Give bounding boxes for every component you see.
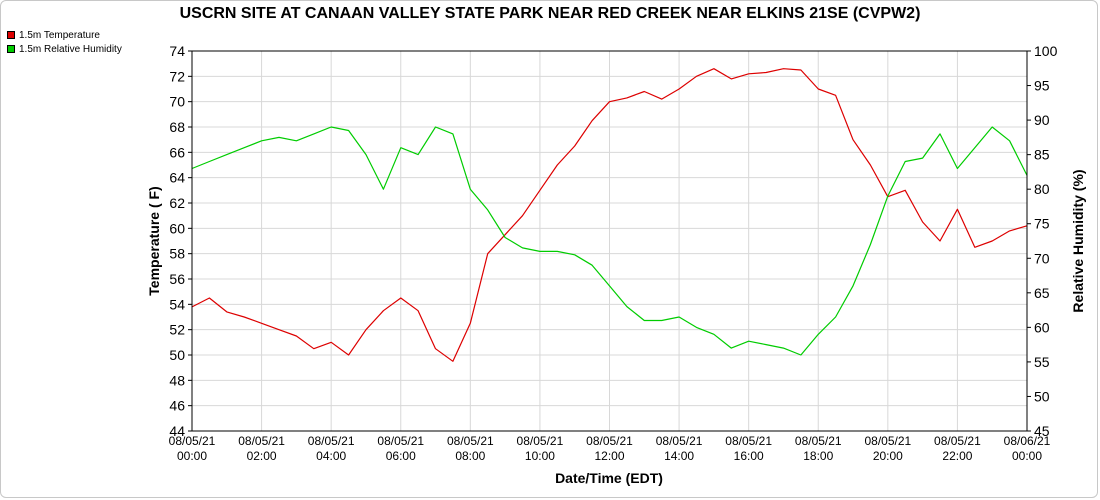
grid-layer [191, 50, 1028, 432]
y-right-tick-label: 45 [1034, 423, 1050, 439]
y-right-tick-label: 85 [1034, 147, 1050, 163]
y-left-tick-label: 46 [169, 398, 185, 414]
x-tick-label: 08/05/21 14:00 [656, 434, 703, 463]
y-left-tick-label: 54 [169, 296, 185, 312]
y-left-tick-label: 68 [169, 119, 185, 135]
y-right-tick-label: 90 [1034, 112, 1050, 128]
legend-swatch-relative-humidity [7, 45, 15, 53]
legend-swatch-temperature [7, 31, 15, 39]
y-left-tick-label: 60 [169, 220, 185, 236]
x-tick-label: 08/05/21 16:00 [725, 434, 772, 463]
y-right-tick-label: 75 [1034, 216, 1050, 232]
y-right-tick-label: 55 [1034, 354, 1050, 370]
y-left-tick-label: 50 [169, 347, 185, 363]
x-tick-label: 08/05/21 00:00 [169, 434, 216, 463]
y-left-tick-layer: 44 46 48 50 52 54 56 58 60 62 64 66 68 70 72 74 [169, 43, 192, 439]
x-axis-label: Date/Time (EDT) [555, 470, 663, 486]
legend-item-temperature: 1.5m Temperature [7, 28, 122, 42]
y-left-tick-label: 70 [169, 94, 185, 110]
x-tick-label: 08/05/21 20:00 [864, 434, 911, 463]
legend-label-relative-humidity: 1.5m Relative Humidity [19, 43, 122, 55]
x-tick-label: 08/05/21 02:00 [238, 434, 285, 463]
y-left-tick-label: 62 [169, 195, 185, 211]
y-right-tick-label: 70 [1034, 250, 1050, 266]
chart-title: USCRN SITE AT CANAAN VALLEY STATE PARK N… [179, 5, 921, 22]
series-layer [191, 68, 1028, 362]
y-left-tick-label: 48 [169, 372, 185, 388]
series-line-relative-humidity [191, 126, 1028, 356]
x-tick-label: 08/05/21 18:00 [795, 434, 842, 463]
y-right-tick-label: 65 [1034, 285, 1050, 301]
x-tick-label: 08/05/21 22:00 [934, 434, 981, 463]
y-left-tick-label: 52 [169, 322, 185, 338]
x-tick-label: 08/05/21 10:00 [517, 434, 564, 463]
x-tick-label: 08/05/21 06:00 [377, 434, 424, 463]
legend-label-temperature: 1.5m Temperature [19, 29, 100, 41]
x-tick-label: 08/06/21 00:00 [1004, 434, 1051, 463]
y-right-axis-label: Relative Humidity (%) [1070, 169, 1086, 312]
y-left-tick-label: 64 [169, 170, 185, 186]
y-right-tick-layer: 45 50 55 60 65 70 75 80 85 90 95 100 [1027, 43, 1058, 439]
x-tick-label: 08/05/21 08:00 [447, 434, 494, 463]
y-left-tick-label: 58 [169, 246, 185, 262]
y-right-tick-label: 95 [1034, 78, 1050, 94]
y-right-tick-label: 80 [1034, 181, 1050, 197]
x-tick-label: 08/05/21 04:00 [308, 434, 355, 463]
y-left-tick-label: 56 [169, 271, 185, 287]
y-left-tick-label: 74 [169, 43, 185, 59]
y-right-tick-label: 60 [1034, 319, 1050, 335]
legend-item-relative-humidity: 1.5m Relative Humidity [7, 42, 122, 56]
y-right-tick-label: 100 [1034, 43, 1058, 59]
y-right-tick-label: 50 [1034, 388, 1050, 404]
plot-area-border [191, 50, 1028, 432]
x-tick-label: 08/05/21 12:00 [586, 434, 633, 463]
chart-legend: 1.5m Temperature 1.5m Relative Humidity [7, 28, 122, 56]
x-tick-layer: 08/05/21 00:00 08/05/21 02:00 08/05/21 04:00 0… [169, 434, 1051, 463]
y-left-axis-label: Temperature ( F) [146, 186, 162, 295]
y-left-tick-label: 66 [169, 144, 185, 160]
y-left-tick-label: 72 [169, 68, 185, 84]
y-left-tick-label: 44 [169, 423, 185, 439]
